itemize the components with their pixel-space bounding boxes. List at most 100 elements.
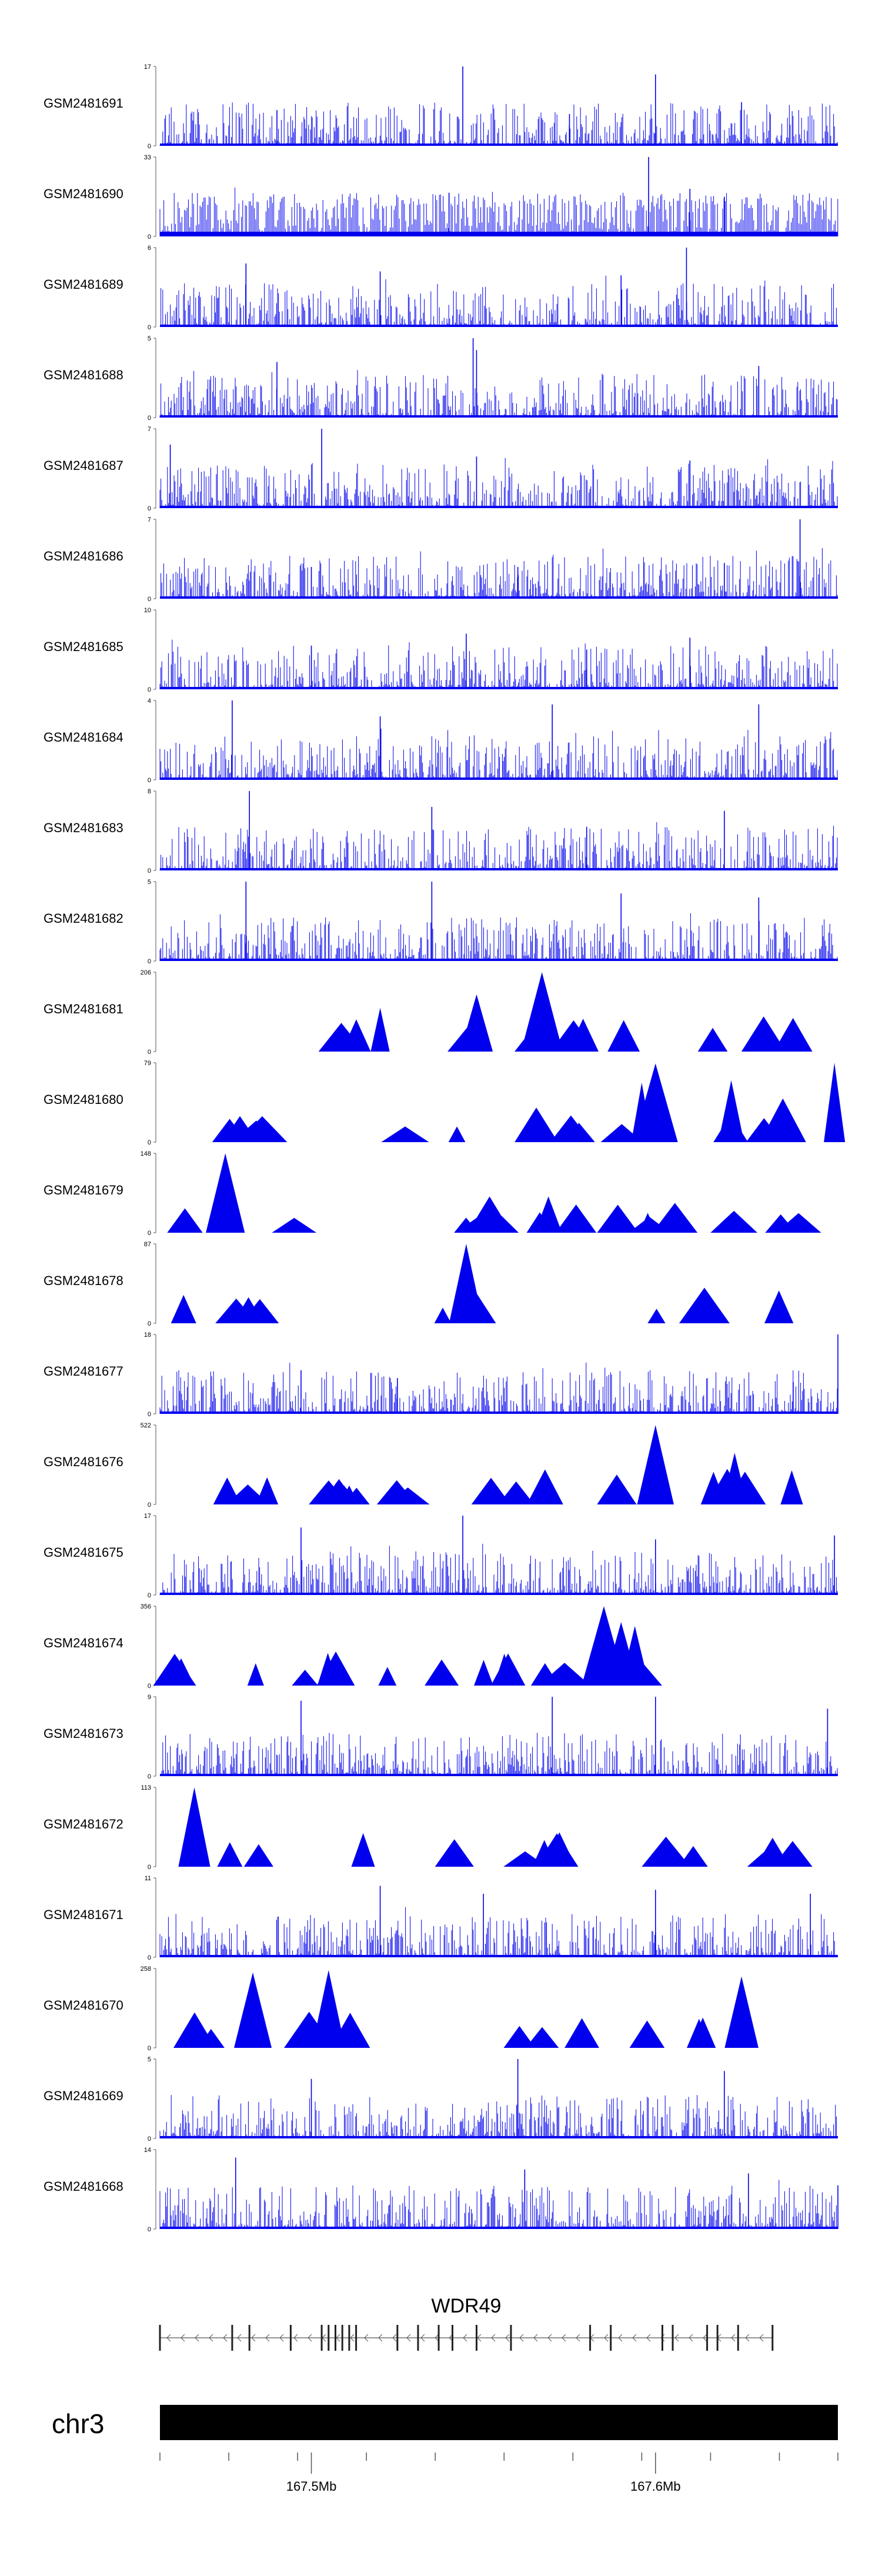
y-min-label: 0 [148, 1411, 151, 1418]
track-GSM2481690: GSM2481690 33 0 [44, 154, 838, 241]
track-label: GSM2481691 [44, 96, 123, 111]
y-axis: 522 0 [141, 1422, 156, 1509]
y-max-label: 8 [148, 788, 151, 795]
y-axis: 10 0 [144, 607, 156, 693]
signal [159, 1334, 838, 1414]
signal-peak [652, 1203, 698, 1233]
track-GSM2481668: GSM2481668 14 0 [44, 2147, 838, 2233]
signal-peak [474, 1660, 493, 1686]
strand-arrow [166, 2334, 171, 2342]
y-min-label: 0 [148, 143, 151, 150]
y-min-label: 0 [148, 233, 151, 241]
signal-peak [773, 1017, 813, 1052]
signal-peak [556, 1204, 597, 1233]
signal-peak [679, 1287, 730, 1323]
exon [589, 2325, 592, 2351]
signal-peak [710, 1210, 757, 1233]
signal-spikes [159, 2180, 838, 2229]
y-axis: 70 [148, 426, 156, 512]
y-min-label: 0 [148, 415, 151, 422]
exon [159, 2325, 161, 2351]
y-axis: 18 0 [144, 1332, 156, 1418]
strand-arrow [209, 2334, 213, 2342]
signal-peak [425, 1659, 459, 1686]
signal-peak [454, 1291, 496, 1323]
signal-peak [539, 1663, 590, 1686]
y-max-label: 6 [148, 245, 151, 252]
signal [159, 1516, 838, 1595]
axis-tick-label: 167.6Mb [630, 2479, 681, 2494]
y-min-label: 0 [148, 1773, 151, 1780]
signal-peak [563, 1123, 595, 1142]
y-max-label: 113 [141, 1784, 151, 1791]
signal [159, 1886, 838, 1957]
y-max-label: 17 [144, 1513, 151, 1520]
y-axis: 50 [148, 879, 156, 965]
signal-peak [526, 1469, 563, 1504]
signal [159, 2059, 838, 2138]
y-max-label: 9 [148, 1694, 151, 1701]
signal-baseline [160, 868, 838, 870]
strand-arrow [604, 2334, 609, 2342]
signal-peak [370, 1007, 390, 1052]
track-label: GSM2481688 [44, 368, 123, 382]
signal-peak [824, 1063, 846, 1142]
y-axis: 40 [148, 698, 156, 784]
signal-baseline [160, 506, 838, 508]
track-label: GSM2481670 [44, 1998, 123, 2013]
strand-arrow [181, 2334, 185, 2342]
signal-peak [521, 972, 563, 1052]
track-GSM2481675: GSM2481675 17 0 [44, 1513, 838, 1599]
track-label: GSM2481674 [44, 1636, 123, 1650]
exon [248, 2325, 250, 2351]
signal-peak [543, 1832, 576, 1867]
y-axis: 79 0 [144, 1060, 156, 1146]
signal-peak [534, 1196, 562, 1233]
signal-peak [272, 1217, 317, 1233]
strand-arrow [237, 2334, 242, 2342]
y-axis: 356 0 [141, 1603, 156, 1690]
exon [355, 2325, 358, 2351]
signal-spikes [159, 102, 838, 146]
strand-arrow [632, 2334, 637, 2342]
strand-arrow [251, 2334, 256, 2342]
y-max-label: 18 [144, 1332, 151, 1339]
y-min-label: 0 [148, 2045, 151, 2052]
signal-peak [642, 1837, 690, 1867]
strand-arrow [463, 2334, 467, 2342]
signal-peak [217, 1842, 243, 1867]
strand-arrow [491, 2334, 496, 2342]
signal-peak [460, 994, 493, 1052]
y-max-label: 4 [148, 698, 151, 705]
exon [334, 2325, 336, 2351]
strand-arrow [223, 2334, 228, 2342]
signal [212, 1063, 846, 1142]
strand-arrow [265, 2334, 270, 2342]
signal-peak [197, 2028, 225, 2048]
chromosome-ideogram: chr3 [52, 2405, 838, 2440]
signal-spikes [161, 1733, 838, 1776]
strand-arrow [759, 2334, 764, 2342]
y-min-label: 0 [148, 1049, 151, 1056]
strand-arrow [308, 2334, 312, 2342]
y-axis: 80 [148, 788, 156, 875]
strand-arrow [646, 2334, 651, 2342]
signal-peak [724, 1471, 766, 1504]
y-min-label: 0 [148, 2135, 151, 2143]
strand-arrow [406, 2334, 411, 2342]
exon [328, 2325, 330, 2351]
strand-arrow [435, 2334, 439, 2342]
signal-peak [484, 1216, 519, 1233]
strand-arrow [350, 2334, 355, 2342]
y-max-label: 17 [144, 64, 151, 71]
signal-peak [567, 1019, 599, 1052]
exon [475, 2325, 477, 2351]
signal-baseline [160, 325, 838, 327]
signal-peak [498, 1481, 534, 1504]
signal-spikes [159, 1543, 838, 1595]
